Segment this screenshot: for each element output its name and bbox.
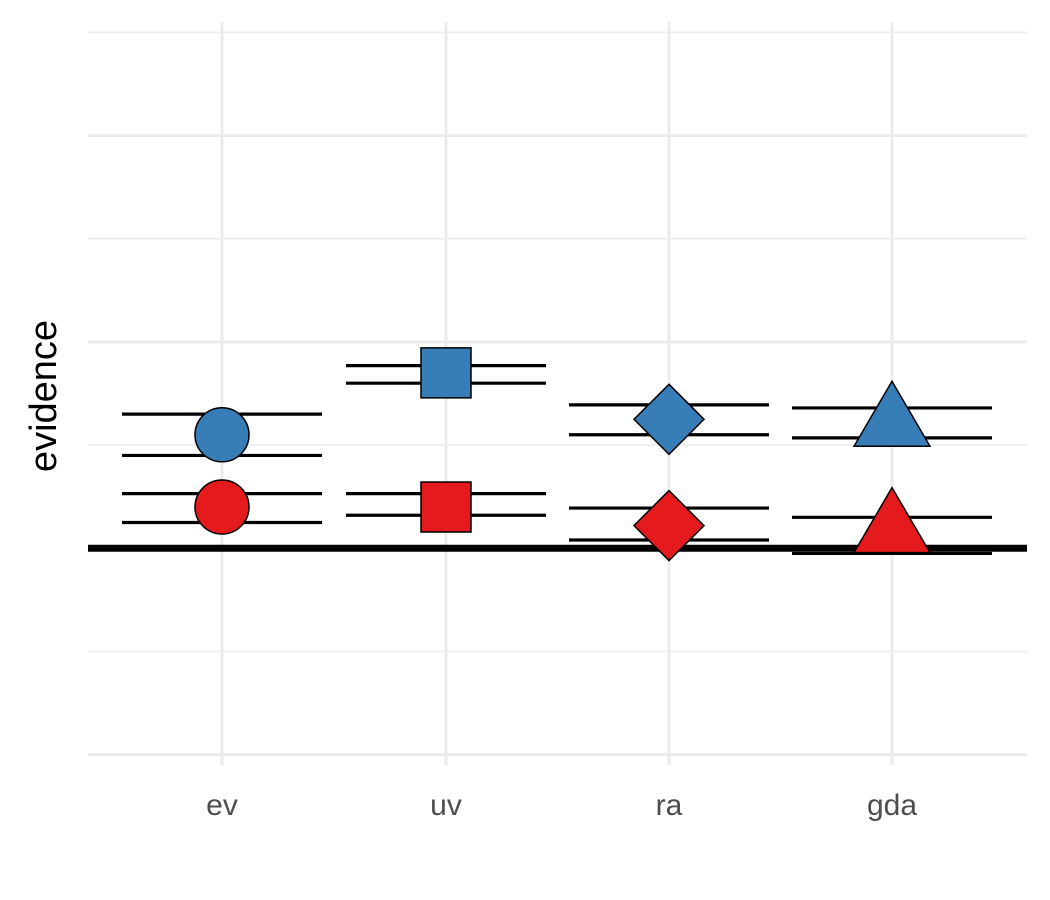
point-square-uv-series-2 bbox=[420, 481, 472, 533]
point-circle-ev-series-2 bbox=[194, 479, 250, 535]
x-tick-label-gda: gda bbox=[867, 789, 917, 822]
data-points bbox=[194, 347, 932, 562]
point-diamond-ra-series-1 bbox=[632, 383, 706, 456]
x-tick-labels: ev uv ra gda bbox=[206, 789, 917, 822]
x-tick-label-ev: ev bbox=[206, 789, 238, 822]
point-triangle-gda-series-1 bbox=[852, 379, 932, 448]
point-diamond-ra-series-2 bbox=[632, 489, 706, 562]
x-tick-label-uv: uv bbox=[430, 789, 462, 822]
interval-lines bbox=[122, 364, 992, 556]
point-square-uv-series-1 bbox=[420, 347, 472, 399]
y-axis-title: evidence bbox=[23, 320, 65, 472]
x-tick-label-ra: ra bbox=[656, 789, 683, 822]
point-circle-ev-series-1 bbox=[194, 407, 250, 463]
point-triangle-gda-series-2 bbox=[852, 486, 932, 554]
